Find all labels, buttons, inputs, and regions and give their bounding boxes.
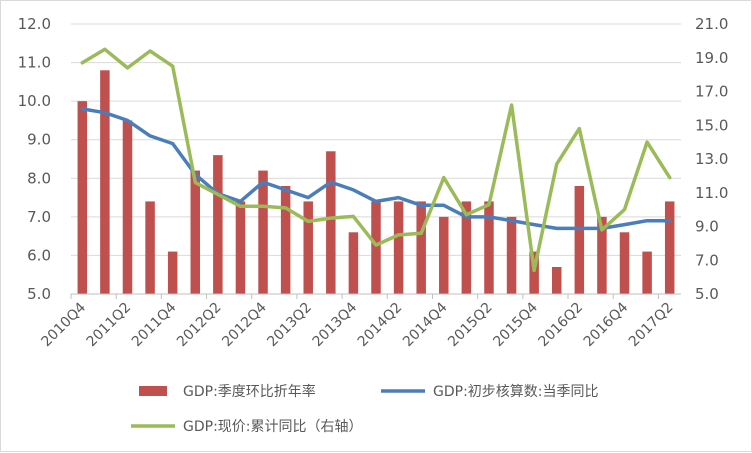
bar	[122, 120, 133, 294]
bar	[235, 201, 246, 294]
x-tick-label: 2017Q2	[626, 300, 677, 351]
y-left-tick-label: 12.0	[18, 15, 51, 33]
bar	[642, 251, 652, 294]
legend: GDP:季度环比折年率 GDP:初步核算数:当季同比 GDP:现价:累计同比（右轴）	[131, 383, 599, 435]
gridlines	[71, 23, 681, 256]
x-tick-label: 2011Q2	[84, 300, 135, 351]
y-right-tick-label: 5.0	[695, 285, 719, 303]
bar	[167, 251, 178, 294]
bar	[529, 251, 539, 294]
y-right-tick-label: 21.0	[695, 15, 728, 33]
y-right-tick-label: 9.0	[695, 218, 719, 236]
x-tick-label: 2016Q4	[581, 299, 632, 350]
bar	[326, 151, 336, 294]
y-right-tick-label: 11.0	[695, 184, 728, 202]
bar	[258, 170, 268, 294]
legend-label: GDP:初步核算数:当季同比	[433, 383, 599, 400]
legend-label: GDP:现价:累计同比（右轴）	[183, 419, 363, 435]
x-tick-label: 2011Q4	[129, 299, 180, 350]
x-tick-label: 2015Q2	[445, 300, 496, 351]
x-tick-label: 2014Q4	[400, 299, 451, 350]
bar	[619, 232, 630, 294]
x-tick-label: 2016Q2	[536, 300, 587, 351]
y-right-tick-label: 15.0	[695, 116, 728, 134]
bar	[551, 267, 562, 294]
y-left-tick-label: 9.0	[27, 131, 51, 149]
y-left-tick-label: 10.0	[18, 92, 51, 110]
bar	[213, 155, 223, 294]
bar	[77, 101, 88, 295]
bar-series	[77, 70, 675, 295]
series-line	[80, 47, 672, 273]
bar	[416, 201, 426, 294]
bar	[303, 201, 313, 294]
y-left-tick-label: 7.0	[27, 208, 51, 226]
bar	[574, 186, 585, 294]
bar	[393, 201, 404, 294]
bar	[280, 186, 291, 294]
bar	[371, 201, 381, 294]
y-left-tick-label: 5.0	[27, 285, 51, 303]
bar	[484, 201, 494, 294]
bar	[145, 201, 155, 294]
x-tick-label: 2015Q4	[490, 299, 541, 350]
x-tick-label: 2012Q4	[219, 299, 270, 350]
x-tick-label: 2013Q4	[310, 299, 361, 350]
y-left-tick-label: 8.0	[27, 169, 51, 187]
bar	[506, 216, 517, 294]
line-series	[80, 47, 672, 273]
bar	[597, 216, 607, 294]
y-left-tick-label: 11.0	[18, 54, 51, 72]
legend-swatch	[139, 386, 167, 396]
series-line	[80, 107, 672, 231]
x-tick-label: 2014Q2	[355, 300, 406, 351]
y-right-tick-label: 7.0	[695, 251, 719, 269]
y-right-tick-label: 17.0	[695, 83, 728, 101]
x-tick-label: 2012Q2	[174, 300, 225, 351]
x-tick-label: 2013Q2	[264, 300, 315, 351]
x-tick-label: 2010Q4	[39, 299, 90, 350]
bar	[439, 216, 449, 294]
y-left-tick-label: 6.0	[27, 246, 51, 264]
bar	[190, 170, 201, 294]
bar	[348, 232, 359, 294]
y-right-tick-label: 13.0	[695, 150, 728, 168]
y-right-tick-label: 19.0	[695, 49, 728, 67]
legend-label: GDP:季度环比折年率	[183, 383, 316, 400]
bar	[664, 201, 675, 294]
bar	[100, 70, 110, 295]
bar	[461, 201, 472, 294]
